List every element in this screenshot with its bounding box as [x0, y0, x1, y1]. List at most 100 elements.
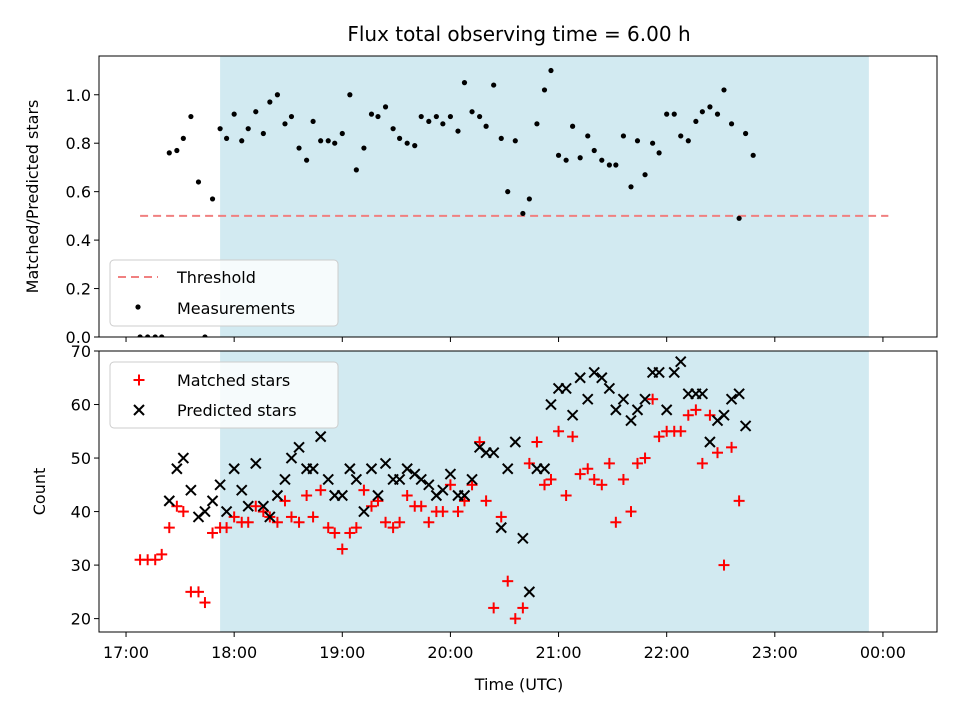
legend-box: [109, 361, 339, 429]
measurement-point: [188, 113, 194, 120]
measurement-point: [628, 184, 634, 190]
y-tick-label: 60: [71, 396, 91, 415]
predicted-star-marker-b: [668, 366, 680, 379]
matched-star-marker: [718, 559, 730, 571]
measurement-point: [412, 143, 418, 149]
predicted-star-marker: [560, 382, 572, 395]
measurement-point: [260, 130, 266, 137]
predicted-star-marker-b: [344, 463, 356, 475]
matched-star-marker: [271, 516, 283, 528]
predicted-star-marker: [199, 505, 211, 518]
predicted-star-marker-b: [401, 463, 413, 475]
measurement-point: [750, 152, 756, 158]
predicted-star-marker-b: [163, 495, 175, 507]
matched-star-marker: [625, 506, 637, 518]
measurement-point: [217, 126, 223, 132]
x-tick-label: 18:00: [211, 643, 257, 662]
matched-star-marker: [301, 490, 313, 502]
measurement-point: [253, 109, 259, 115]
predicted-star-marker: [214, 479, 226, 491]
predicted-star-marker-b: [279, 473, 291, 486]
measurement-point: [541, 87, 548, 93]
matched-star-marker: [242, 516, 254, 528]
matched-star-marker: [696, 457, 708, 469]
y-tick-label: 0.4: [66, 231, 91, 250]
predicted-star-marker: [739, 420, 752, 432]
predicted-star-marker-b: [675, 355, 687, 368]
measurement-point: [231, 111, 237, 117]
matched-star-marker: [177, 506, 189, 518]
predicted-star-marker-b: [242, 500, 254, 512]
matched-star-marker: [639, 452, 651, 464]
predicted-star-marker: [596, 372, 608, 384]
predicted-star-marker: [344, 463, 356, 475]
measurement-point: [375, 113, 381, 120]
predicted-star-marker: [660, 404, 673, 416]
measurement-point: [477, 113, 483, 120]
predicted-star-marker-b: [458, 489, 471, 502]
matched-star-marker: [365, 500, 377, 512]
measurement-point: [548, 67, 554, 74]
axes-frame: [98, 350, 938, 633]
matched-star-marker: [163, 522, 175, 534]
predicted-star-marker-b: [228, 463, 240, 475]
predicted-star-marker: [293, 441, 305, 454]
predicted-star-marker: [365, 463, 378, 475]
matched-star-marker: [444, 479, 456, 491]
matched-star-marker: [531, 436, 543, 448]
predicted-star-marker-b: [444, 468, 457, 480]
matched-star-marker: [617, 473, 629, 485]
matched-star-marker: [603, 457, 615, 469]
measurement-point: [707, 104, 713, 110]
legend-measurement-label: Measurements: [177, 299, 295, 318]
matched-star-marker: [322, 522, 334, 534]
measurement-point: [563, 157, 569, 163]
measurement-point: [534, 121, 540, 127]
predicted-star-marker-b: [372, 489, 384, 502]
predicted-star-marker: [379, 457, 392, 470]
y-tick-label: 0.6: [66, 183, 91, 202]
matched-star-marker: [372, 495, 384, 507]
predicted-star-marker-b: [545, 398, 557, 411]
predicted-star-marker-b: [523, 586, 536, 598]
measurement-point: [325, 138, 331, 144]
predicted-star-marker: [358, 505, 370, 518]
predicted-star-marker: [696, 388, 709, 400]
predicted-star-marker: [372, 489, 384, 502]
matched-star-marker: [711, 447, 723, 459]
measurement-point: [145, 334, 151, 337]
matched-star-marker: [675, 425, 687, 437]
measurement-point: [620, 133, 627, 139]
matched-star-marker: [380, 516, 392, 528]
predicted-star-marker-b: [393, 473, 406, 486]
matched-star-marker: [279, 495, 291, 507]
predicted-star-marker: [523, 586, 536, 598]
measurement-point: [396, 135, 403, 141]
predicted-star-marker: [566, 409, 579, 421]
measurement-point: [368, 111, 375, 117]
predicted-star-marker-b: [582, 393, 594, 405]
matched-star-marker: [567, 431, 579, 443]
measurement-point: [455, 128, 461, 134]
predicted-star-marker-b: [704, 436, 716, 448]
matched-star-marker: [495, 511, 507, 523]
y-axis-label: Matched/Predicted stars: [23, 100, 42, 294]
predicted-star-marker: [236, 484, 248, 496]
predicted-star-marker-b: [199, 505, 211, 518]
measurement-point: [526, 196, 532, 202]
legend-measurement-swatch: [135, 304, 141, 310]
predicted-star-marker: [185, 484, 197, 496]
predicted-star-marker-b: [653, 366, 665, 379]
predicted-star-marker: [250, 457, 262, 470]
predicted-star-marker-b: [588, 366, 600, 379]
predicted-star-marker-b: [350, 473, 363, 486]
predicted-star-marker: [502, 463, 514, 475]
measurement-point: [671, 111, 677, 117]
predicted-star-marker: [336, 489, 348, 502]
matched-star-marker: [488, 602, 500, 614]
matched-star-marker: [192, 586, 204, 598]
measurement-point: [347, 92, 353, 98]
plot-area: [134, 355, 752, 625]
predicted-star-marker: [242, 500, 254, 512]
predicted-star-marker: [264, 511, 276, 523]
